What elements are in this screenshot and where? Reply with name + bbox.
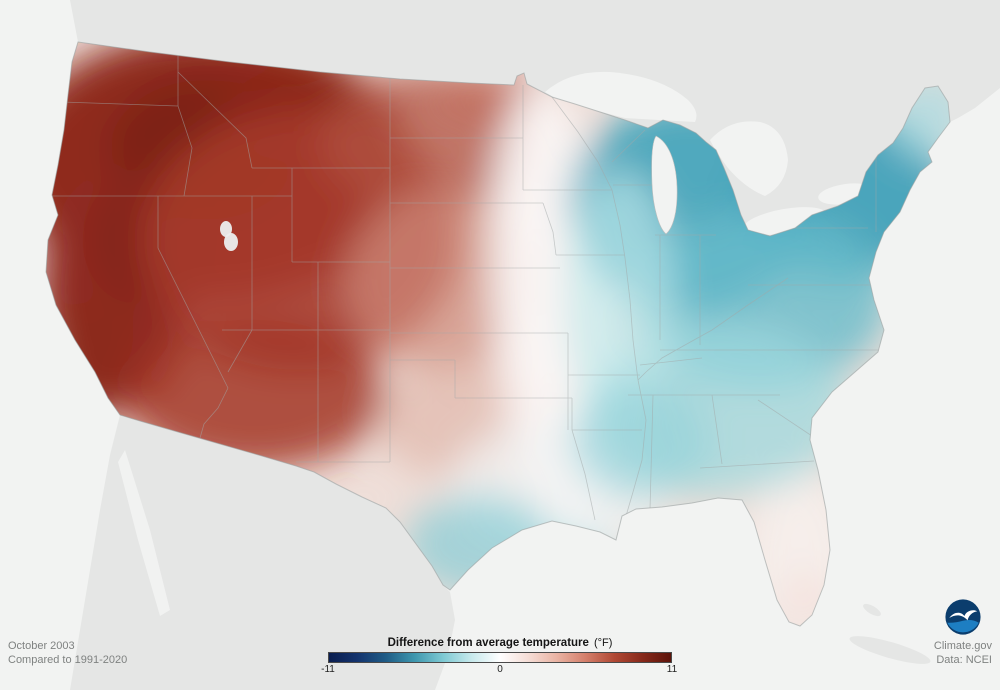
site-credit-label: Climate.gov xyxy=(933,640,992,652)
legend-tick-min: -11 xyxy=(321,664,335,675)
data-source-label: Data: NCEI xyxy=(936,654,992,666)
state-borders xyxy=(52,48,880,521)
footer: October 2003 Compared to 1991-2020 Diffe… xyxy=(0,636,1000,690)
legend-title-text: Difference from average temperature xyxy=(387,637,589,649)
gulf-of-california xyxy=(118,450,170,616)
cool-anomaly-region xyxy=(405,70,950,595)
lake-michigan xyxy=(651,135,678,235)
cuba-landmass xyxy=(849,636,931,664)
noaa-logo-sea xyxy=(947,619,979,633)
footer-right: Climate.gov Data: NCEI xyxy=(934,639,992,667)
legend-tick-mid: 0 xyxy=(497,664,503,675)
noaa-logo-gull-icon xyxy=(949,610,978,621)
noaa-logo xyxy=(945,599,981,635)
us-outline xyxy=(45,41,951,627)
bahamas-landmass xyxy=(863,603,881,617)
legend-title: Difference from average temperature (°F) xyxy=(290,637,710,649)
baseline-label: Compared to 1991-2020 xyxy=(8,654,128,666)
legend-unit: (°F) xyxy=(593,637,613,649)
legend: Difference from average temperature (°F) … xyxy=(290,637,710,678)
legend-colorbar xyxy=(328,652,672,663)
great-salt-lake xyxy=(220,221,238,251)
mexico-landmass xyxy=(70,415,455,690)
map-period-label: October 2003 xyxy=(8,640,75,652)
warm-anomaly-region xyxy=(46,42,565,480)
lake-huron xyxy=(710,121,788,196)
legend-ticks: -11 0 11 xyxy=(321,664,677,678)
lake-superior xyxy=(545,71,697,122)
legend-colorbar-wrap: -11 0 11 xyxy=(321,652,677,678)
footer-left: October 2003 Compared to 1991-2020 xyxy=(8,639,127,667)
legend-tick-max: 11 xyxy=(666,664,678,675)
neighbor-landmasses xyxy=(70,0,1000,690)
